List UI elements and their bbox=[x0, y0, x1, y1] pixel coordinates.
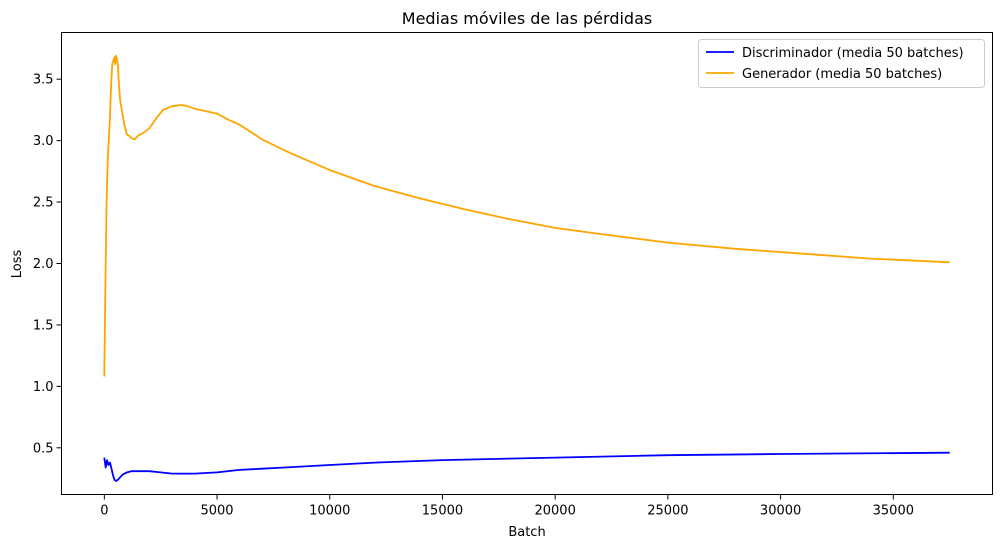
x-tick-label: 5000 bbox=[200, 504, 233, 519]
x-tick-label: 15000 bbox=[422, 504, 463, 519]
y-tick-label: 1.0 bbox=[33, 380, 54, 395]
generator-series-line bbox=[103, 54, 950, 377]
x-tick-label: 10000 bbox=[309, 504, 350, 519]
x-tick-label: 20000 bbox=[534, 504, 575, 519]
legend-label-generator: Generador (media 50 batches) bbox=[742, 67, 942, 82]
x-tick-label: 0 bbox=[100, 504, 108, 519]
y-axis-label: Loss bbox=[10, 250, 25, 279]
discriminator-series-line bbox=[103, 451, 950, 482]
legend-box bbox=[698, 39, 985, 88]
x-axis-label: Batch bbox=[508, 525, 545, 540]
x-tick-label: 25000 bbox=[647, 504, 688, 519]
y-tick-label: 2.5 bbox=[33, 196, 54, 211]
x-tick-label: 35000 bbox=[873, 504, 914, 519]
y-tick-label: 1.5 bbox=[33, 318, 54, 333]
legend: Discriminador (media 50 batches) Generad… bbox=[698, 39, 985, 88]
y-tick-label: 0.5 bbox=[33, 441, 54, 456]
legend-label-discriminator: Discriminador (media 50 batches) bbox=[742, 46, 964, 61]
series-layer bbox=[103, 54, 950, 482]
chart-title: Medias móviles de las pérdidas bbox=[402, 9, 652, 28]
plot-frame bbox=[61, 32, 993, 495]
y-tick-label: 3.0 bbox=[33, 134, 54, 149]
y-tick-label: 3.5 bbox=[33, 73, 54, 88]
tick-layer: 0 5000 10000 15000 20000 25000 30000 35000 0.5 1.… bbox=[33, 73, 914, 519]
x-tick-label: 30000 bbox=[760, 504, 801, 519]
y-tick-label: 2.0 bbox=[33, 257, 54, 272]
